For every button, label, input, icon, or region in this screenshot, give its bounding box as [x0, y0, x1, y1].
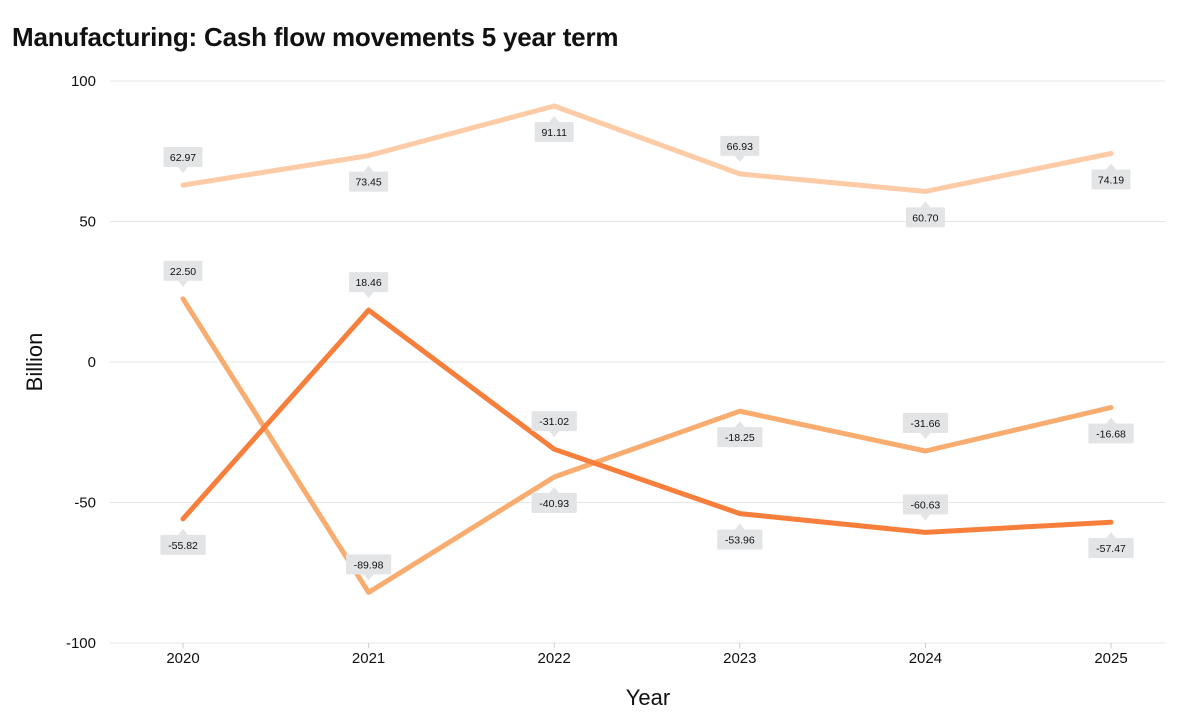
y-tick-label: 50 — [79, 214, 96, 231]
series-line-2 — [180, 296, 1114, 595]
chart-title: Manufacturing: Cash flow movements 5 yea… — [12, 22, 619, 52]
data-label-pointer — [363, 574, 374, 581]
data-label-s3-2023: -53.96 — [717, 523, 763, 550]
series-line-3 — [180, 307, 1114, 535]
data-label-text: -60.63 — [911, 499, 941, 511]
data-label-s1-2023: 66.93 — [720, 135, 760, 162]
data-label-box — [160, 534, 206, 555]
y-tick-label: 0 — [88, 354, 96, 371]
data-label-pointer — [734, 421, 745, 428]
data-label-s1-2025: 74.19 — [1091, 163, 1131, 190]
data-label-box — [349, 272, 389, 293]
data-label-box — [717, 529, 763, 550]
data-label-box — [531, 493, 577, 514]
data-labels: 62.97 73.45 91.11 66.93 60.70 74.19 22.50 -89.9… — [160, 115, 1134, 581]
data-label-text: -16.68 — [1096, 429, 1126, 441]
data-label-s2-2023: -18.25 — [717, 421, 763, 448]
data-label-text: -57.47 — [1096, 543, 1126, 555]
data-label-box — [531, 411, 577, 432]
data-label-pointer — [178, 280, 188, 287]
series-lines — [180, 103, 1114, 595]
data-label-s3-2021: 18.46 — [349, 272, 389, 299]
y-tick-label: 100 — [71, 73, 96, 90]
data-label-box — [717, 427, 763, 448]
x-axis-title: Year — [626, 685, 670, 710]
x-tick-label: 2022 — [538, 650, 571, 667]
data-label-box — [720, 135, 760, 156]
data-label-s2-2020: 22.50 — [163, 260, 203, 287]
data-label-text: 91.11 — [541, 127, 567, 139]
data-label-pointer — [363, 165, 374, 172]
data-label-s2-2025: -16.68 — [1088, 417, 1134, 444]
data-label-text: -31.02 — [539, 416, 569, 428]
data-label-text: -55.82 — [168, 540, 198, 552]
data-label-text: -53.96 — [725, 535, 755, 547]
data-label-pointer — [1106, 163, 1116, 170]
data-label-pointer — [1106, 532, 1116, 539]
data-label-text: -89.98 — [354, 559, 384, 571]
y-tick-label: -50 — [74, 495, 96, 512]
data-label-s3-2025: -57.47 — [1088, 532, 1134, 559]
data-label-s3-2024: -60.63 — [902, 494, 948, 521]
data-label-pointer — [363, 292, 374, 299]
data-label-box — [902, 412, 948, 433]
data-label-box — [1088, 538, 1134, 559]
series-line-1 — [180, 103, 1114, 194]
data-label-pointer — [549, 487, 560, 494]
data-label-box — [1088, 423, 1134, 444]
data-label-s1-2022: 91.11 — [534, 115, 574, 142]
y-axis-title: Billion — [22, 333, 47, 392]
x-tick-label: 2024 — [909, 650, 942, 667]
data-label-box — [534, 121, 574, 142]
data-label-s1-2020: 62.97 — [163, 147, 203, 174]
data-label-text: 62.97 — [170, 152, 196, 164]
axes: 100 50 0 -50 -100 2020 2021 2022 2023 2024 2025 — [66, 73, 1128, 667]
data-label-box — [349, 171, 389, 192]
data-label-pointer — [178, 528, 188, 535]
data-label-pointer — [549, 115, 560, 122]
data-label-s2-2021: -89.98 — [346, 554, 392, 581]
data-label-pointer — [920, 514, 931, 521]
data-label-pointer — [734, 523, 745, 530]
data-label-text: 60.70 — [912, 212, 938, 224]
data-label-pointer — [178, 167, 188, 174]
data-label-s2-2022: -40.93 — [531, 487, 577, 514]
data-label-pointer — [734, 155, 745, 162]
x-tick-label: 2025 — [1094, 650, 1127, 667]
data-label-text: -18.25 — [725, 432, 755, 444]
data-label-text: 74.19 — [1098, 175, 1124, 187]
data-label-text: -40.93 — [539, 498, 569, 510]
data-label-text: 22.50 — [170, 266, 196, 278]
data-label-text: -31.66 — [911, 418, 941, 430]
x-tick-label: 2021 — [352, 650, 385, 667]
data-label-box — [346, 554, 392, 575]
data-label-s3-2020: -55.82 — [160, 528, 206, 555]
gridlines — [110, 80, 1165, 644]
data-label-pointer — [920, 201, 931, 208]
data-label-text: 66.93 — [727, 141, 753, 153]
data-label-box — [902, 494, 948, 515]
data-label-box — [905, 207, 945, 228]
data-label-text: 18.46 — [355, 277, 381, 289]
data-label-pointer — [1106, 417, 1116, 424]
data-label-s1-2024: 60.70 — [905, 201, 945, 228]
y-tick-label: -100 — [66, 635, 96, 652]
data-label-pointer — [920, 432, 931, 439]
data-label-pointer — [549, 431, 560, 438]
data-label-text: 73.45 — [355, 177, 381, 189]
x-tick-label: 2023 — [723, 650, 756, 667]
data-label-s2-2024: -31.66 — [902, 412, 948, 439]
x-tick-label: 2020 — [166, 650, 199, 667]
data-label-box — [163, 147, 203, 168]
data-label-box — [163, 260, 203, 281]
data-label-box — [1091, 169, 1131, 190]
data-label-s3-2022: -31.02 — [531, 411, 577, 438]
data-label-s1-2021: 73.45 — [349, 165, 389, 192]
